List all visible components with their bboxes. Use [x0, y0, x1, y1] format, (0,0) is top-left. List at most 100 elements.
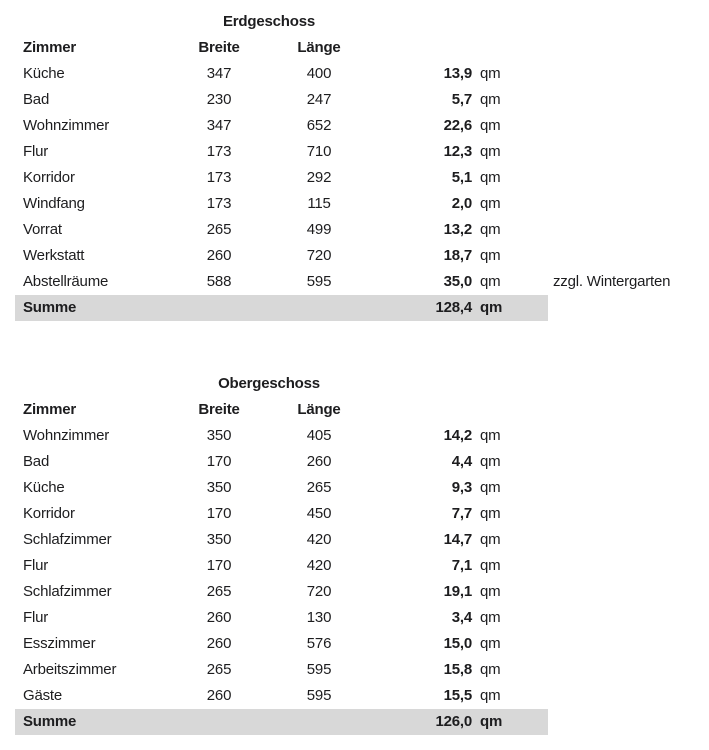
room-area: 15,5: [443, 687, 473, 704]
room-area: 7,7: [451, 505, 472, 522]
room-width: 265: [206, 583, 232, 600]
table-body: Wohnzimmer 350 405 14,2 qm Bad 170 260 4…: [15, 423, 709, 709]
room-width: 170: [206, 557, 232, 574]
room-length: 115: [307, 195, 331, 212]
table-row: Korridor 170 450 7,7 qm: [15, 501, 548, 527]
column-header-area-spacer: [369, 397, 473, 423]
room-length: 400: [306, 65, 332, 82]
room-length: 405: [306, 427, 332, 444]
section-title: Obergeschoss: [218, 375, 320, 392]
room-width: 260: [206, 635, 232, 652]
table-row: Küche 350 265 9,3 qm: [15, 475, 548, 501]
room-length: 420: [306, 531, 332, 548]
room-area: 14,7: [443, 531, 473, 548]
room-area: 18,7: [443, 247, 473, 264]
room-area: 3,4: [451, 609, 472, 626]
room-length: 720: [306, 583, 332, 600]
table-header-row: Zimmer Breite Länge: [15, 397, 548, 423]
table-row: Schlafzimmer 265 720 19,1 qm: [15, 579, 548, 605]
room-name: Arbeitszimmer: [23, 661, 117, 678]
room-length: 260: [306, 453, 332, 470]
room-area: 13,9: [443, 65, 473, 82]
room-name: Küche: [23, 65, 65, 82]
room-area: 12,3: [443, 143, 473, 160]
table-row: Bad 230 247 5,7 qm: [15, 87, 548, 113]
table-row: Arbeitszimmer 265 595 15,8 qm: [15, 657, 548, 683]
room-width: 170: [206, 505, 232, 522]
table-row: Bad 170 260 4,4 qm: [15, 449, 548, 475]
summary-width-spacer: [169, 709, 269, 735]
room-name: Küche: [23, 479, 65, 496]
area-unit: qm: [480, 609, 501, 626]
table-row: Vorrat 265 499 13,2 qm: [15, 217, 548, 243]
summary-label: Summe: [23, 713, 77, 730]
table-row: Flur 173 710 12,3 qm: [15, 139, 548, 165]
column-header-area-spacer: [369, 35, 473, 61]
room-width: 350: [206, 479, 232, 496]
area-unit: qm: [480, 195, 501, 212]
summary-area-value: 128,4: [435, 299, 472, 316]
section-title-row: Erdgeschoss: [15, 9, 548, 35]
area-unit: qm: [480, 91, 501, 108]
room-width: 260: [206, 687, 232, 704]
column-header-zimmer: Zimmer: [23, 401, 76, 418]
room-name: Werkstatt: [23, 247, 85, 264]
area-unit: qm: [480, 221, 501, 238]
column-header-unit-spacer: [473, 35, 548, 61]
column-header-breite: Breite: [198, 401, 240, 418]
area-unit: qm: [480, 635, 501, 652]
room-width: 265: [206, 221, 232, 238]
column-header-zimmer: Zimmer: [23, 39, 76, 56]
summary-row: Summe 126,0 qm: [15, 709, 548, 735]
area-unit: qm: [480, 273, 501, 290]
table-row: Esszimmer 260 576 15,0 qm: [15, 631, 548, 657]
room-width: 347: [206, 117, 232, 134]
summary-row: Summe 128,4 qm: [15, 295, 548, 321]
table-header-row: Zimmer Breite Länge: [15, 35, 548, 61]
room-length: 720: [306, 247, 332, 264]
room-name: Gäste: [23, 687, 63, 704]
room-area: 4,4: [451, 453, 472, 470]
area-unit: qm: [480, 531, 501, 548]
table-row: Windfang 173 115 2,0 qm: [15, 191, 548, 217]
room-length: 595: [306, 273, 332, 290]
area-unit: qm: [480, 687, 501, 704]
area-unit: qm: [480, 661, 501, 678]
room-area: 9,3: [451, 479, 472, 496]
summary-area-unit: qm: [480, 713, 503, 730]
area-unit: qm: [480, 557, 501, 574]
table-row: Wohnzimmer 350 405 14,2 qm: [15, 423, 548, 449]
section-title: Erdgeschoss: [222, 13, 315, 30]
room-area: 5,7: [451, 91, 472, 108]
room-name: Flur: [23, 609, 49, 626]
room-width: 230: [206, 91, 232, 108]
table-row: Abstellräume 588 595 35,0 qm zzgl. Winte…: [15, 269, 670, 295]
table-row: Werkstatt 260 720 18,7 qm: [15, 243, 548, 269]
column-header-laenge: Länge: [297, 39, 341, 56]
room-area: 15,0: [443, 635, 473, 652]
table-body: Küche 347 400 13,9 qm Bad 230 247 5,7 qm…: [15, 61, 709, 295]
room-length: 595: [306, 687, 332, 704]
area-unit: qm: [480, 453, 501, 470]
summary-length-spacer: [269, 295, 369, 321]
room-name: Esszimmer: [23, 635, 96, 652]
section-erdgeschoss: Erdgeschoss Zimmer Breite Länge Küche 34…: [15, 0, 709, 321]
table-row: Küche 347 400 13,9 qm: [15, 61, 548, 87]
area-unit: qm: [480, 65, 501, 82]
room-length: 595: [306, 661, 332, 678]
room-name: Abstellräume: [23, 273, 109, 290]
table-row: Flur 170 420 7,1 qm: [15, 553, 548, 579]
room-width: 173: [206, 195, 232, 212]
room-name: Schlafzimmer: [23, 531, 112, 548]
room-name: Vorrat: [23, 221, 62, 238]
room-area: 35,0: [443, 273, 473, 290]
room-length: 265: [306, 479, 332, 496]
room-note: zzgl. Wintergarten: [553, 273, 671, 290]
section-obergeschoss: Obergeschoss Zimmer Breite Länge Wohnzim…: [15, 371, 709, 735]
room-name: Wohnzimmer: [23, 117, 110, 134]
room-width: 350: [206, 427, 232, 444]
room-area: 19,1: [443, 583, 473, 600]
room-area: 2,0: [451, 195, 472, 212]
room-name: Korridor: [23, 169, 75, 186]
room-name: Bad: [23, 91, 50, 108]
